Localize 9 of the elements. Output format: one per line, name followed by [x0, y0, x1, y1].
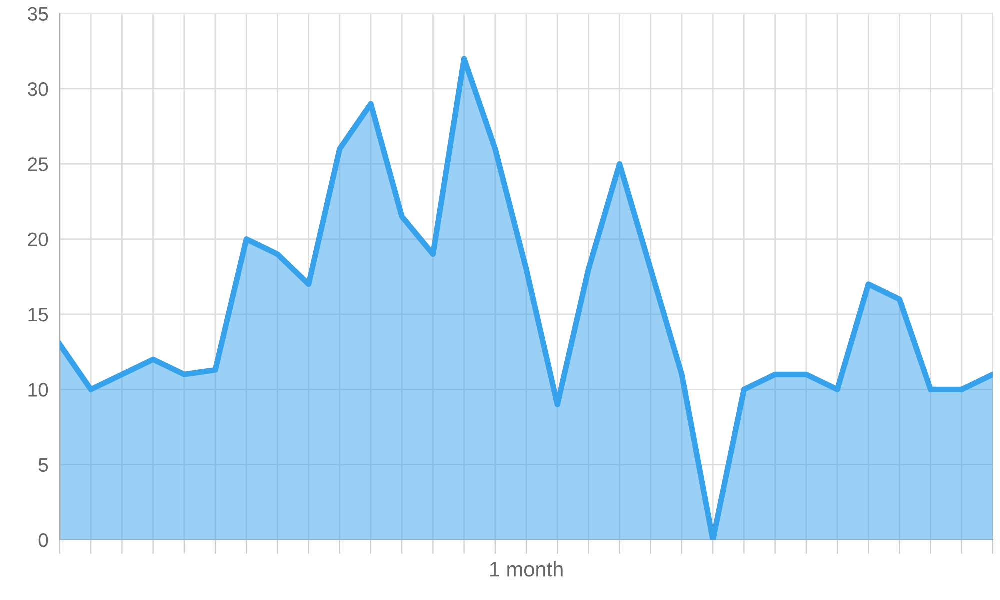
- y-tick-label: 0: [38, 533, 48, 548]
- y-tick-label: 25: [28, 158, 48, 172]
- y-tick-label: 10: [28, 383, 48, 397]
- x-axis-title: 1 month: [490, 562, 563, 577]
- y-tick-label: 5: [38, 458, 48, 472]
- y-tick-label: 15: [28, 308, 48, 322]
- y-tick-label: 35: [28, 7, 48, 22]
- y-tick-label: 20: [28, 232, 48, 247]
- y-tick-label: 30: [28, 82, 48, 96]
